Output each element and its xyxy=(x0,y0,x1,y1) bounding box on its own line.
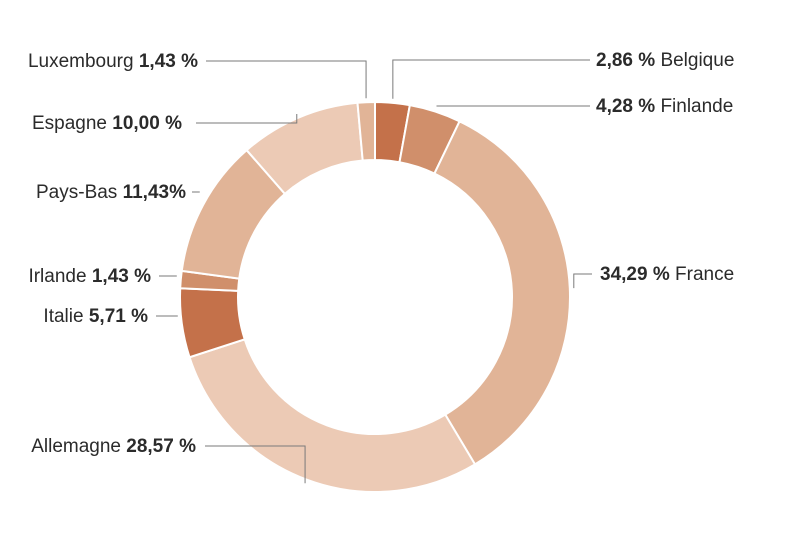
leader-line-belgique xyxy=(392,59,590,99)
donut-slices xyxy=(179,100,571,493)
slice-label-france: 34,29 % France xyxy=(600,264,734,285)
donut-slice-france xyxy=(433,119,571,466)
leader-line-espagne xyxy=(196,114,298,124)
slice-label-pays-bas: Pays-Bas 11,43% xyxy=(36,182,186,203)
donut-slice-luxembourg xyxy=(356,100,376,162)
leader-line-luxembourg xyxy=(206,60,367,99)
slice-label-luxembourg: Luxembourg 1,43 % xyxy=(28,51,198,72)
slice-label-irlande: Irlande 1,43 % xyxy=(28,266,151,287)
leader-line-allemagne xyxy=(205,445,306,484)
leader-lines xyxy=(156,59,592,484)
donut-slice-allemagne xyxy=(188,338,477,493)
slice-label-belgique: 2,86 % Belgique xyxy=(596,50,734,71)
leader-line-france xyxy=(573,273,592,289)
slice-label-finlande: 4,28 % Finlande xyxy=(596,96,733,117)
slice-label-allemagne: Allemagne 28,57 % xyxy=(31,436,196,457)
slice-label-italie: Italie 5,71 % xyxy=(43,306,148,327)
slice-label-espagne: Espagne 10,00 % xyxy=(32,113,182,134)
slice-labels: 2,86 % Belgique 4,28 % Finlande 34,29 % Fr… xyxy=(28,50,734,457)
